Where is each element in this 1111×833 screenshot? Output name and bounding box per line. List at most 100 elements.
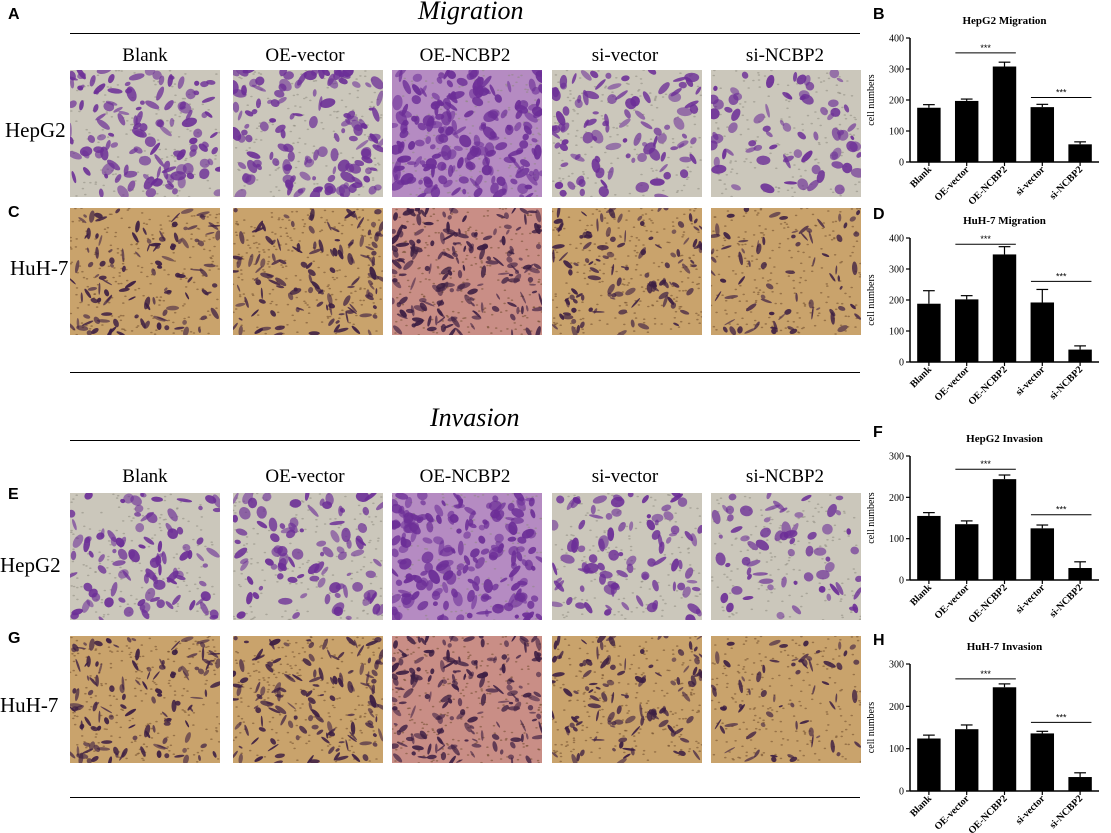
x-tick-label: OE-NCBP2 xyxy=(966,582,1009,625)
micrograph-migration-huh7-si-ncbp2 xyxy=(711,208,861,335)
x-tick-label: OE-NCBP2 xyxy=(966,793,1009,833)
micrograph-invasion-hepg2-si-vector xyxy=(552,493,702,620)
chart-hepg2-migration: HepG2 Migration 0 100 200 300 400 cell numbers… xyxy=(862,15,1111,207)
chart-huh7-migration: HuH-7 Migration 0 100 200 300 400 cell numbers… xyxy=(862,215,1111,407)
y-axis-label: cell numbers xyxy=(866,274,877,325)
section-divider xyxy=(70,372,860,373)
bar-si-ncbp2 xyxy=(1068,777,1092,791)
x-tick-label: si-NCBP2 xyxy=(1048,793,1086,831)
invasion-col-label-si-vector: si-vector xyxy=(591,466,659,487)
panel-letter-a: A xyxy=(8,6,20,23)
significance-label: *** xyxy=(980,234,991,244)
y-tick-label: 200 xyxy=(889,702,904,713)
bar-oe-vector xyxy=(954,299,979,362)
y-tick-label: 0 xyxy=(899,158,904,169)
y-tick-label: 300 xyxy=(889,660,904,671)
bar-blank xyxy=(917,738,941,791)
bar-blank xyxy=(917,303,941,362)
micrograph-migration-hepg2-oe-vector xyxy=(233,70,383,197)
y-tick-label: 200 xyxy=(889,493,904,504)
panel-letter-d: D xyxy=(873,206,885,223)
y-tick-label: 0 xyxy=(899,787,904,798)
panel-letter-g: G xyxy=(8,630,21,647)
x-tick-label: si-NCBP2 xyxy=(1048,582,1086,620)
chart-title: HepG2 Invasion xyxy=(966,433,1043,445)
significance-label: *** xyxy=(1056,88,1067,98)
y-tick-label: 100 xyxy=(889,327,904,338)
bar-oe-ncbp2 xyxy=(992,254,1017,362)
significance-label: *** xyxy=(1056,505,1067,515)
x-tick-label: Blank xyxy=(908,164,934,190)
bar-si-ncbp2 xyxy=(1068,568,1092,580)
chart-hepg2-invasion: HepG2 Invasion 0 100 200 300 cell numbers Blan… xyxy=(862,433,1111,625)
bar-oe-vector xyxy=(954,524,979,580)
micrograph-invasion-huh7-si-vector xyxy=(552,636,702,763)
bar-blank xyxy=(917,515,941,580)
micrograph-migration-huh7-oe-vector xyxy=(233,208,383,335)
x-tick-label: OE-vector xyxy=(933,793,973,833)
invasion-col-label-oe-ncbp2: OE-NCBP2 xyxy=(419,466,511,487)
y-tick-label: 100 xyxy=(889,127,904,138)
panel-letter-f: F xyxy=(873,424,883,441)
bar-si-ncbp2 xyxy=(1068,349,1092,362)
micrograph-migration-hepg2-si-ncbp2 xyxy=(711,70,861,197)
bar-oe-ncbp2 xyxy=(992,687,1017,791)
chart-huh7-invasion: HuH-7 Invasion 0 100 200 300 cell numbers Blan… xyxy=(862,641,1111,833)
micrograph-invasion-huh7-oe-ncbp2 xyxy=(392,636,542,763)
invasion-title: Invasion xyxy=(430,403,520,432)
y-tick-label: 100 xyxy=(889,534,904,545)
x-tick-label: OE-vector xyxy=(933,164,973,204)
invasion-col-label-oe-vector: OE-vector xyxy=(265,466,345,487)
migration-col-label-si-vector: si-vector xyxy=(591,45,659,66)
bottom-rule xyxy=(70,797,860,798)
row-label-migration-huh7: HuH-7 xyxy=(10,256,69,280)
x-tick-label: si-NCBP2 xyxy=(1048,164,1086,202)
micrograph-invasion-huh7-oe-vector xyxy=(233,636,383,763)
bar-blank xyxy=(917,107,941,162)
bar-oe-ncbp2 xyxy=(992,479,1017,580)
x-tick-label: Blank xyxy=(908,364,934,390)
x-tick-label: si-vector xyxy=(1014,164,1048,198)
y-tick-label: 100 xyxy=(889,744,904,755)
micrograph-invasion-hepg2-si-ncbp2 xyxy=(711,493,861,620)
bar-si-ncbp2 xyxy=(1068,144,1092,162)
micrograph-migration-huh7-si-vector xyxy=(552,208,702,335)
chart-title: HuH-7 Invasion xyxy=(967,641,1043,653)
y-tick-label: 0 xyxy=(899,358,904,369)
bar-si-vector xyxy=(1030,302,1055,362)
y-axis-label: cell numbers xyxy=(866,74,877,125)
y-tick-label: 400 xyxy=(889,234,904,245)
bar-oe-ncbp2 xyxy=(992,66,1017,162)
panel-letter-b: B xyxy=(873,6,885,23)
bar-si-vector xyxy=(1030,733,1055,791)
micrograph-invasion-huh7-si-ncbp2 xyxy=(711,636,861,763)
x-tick-label: si-NCBP2 xyxy=(1048,364,1086,402)
micrograph-migration-hepg2-oe-ncbp2 xyxy=(392,70,542,197)
bar-oe-vector xyxy=(954,100,979,162)
panel-letter-c: C xyxy=(8,204,20,221)
bar-si-vector xyxy=(1030,528,1055,580)
y-axis-label: cell numbers xyxy=(866,702,877,753)
micrograph-invasion-hepg2-oe-ncbp2 xyxy=(392,493,542,620)
micrograph-invasion-hepg2-blank xyxy=(70,493,220,620)
y-tick-label: 300 xyxy=(889,452,904,463)
panel-letter-e: E xyxy=(8,486,19,503)
significance-label: *** xyxy=(980,459,991,469)
micrograph-migration-hepg2-si-vector xyxy=(552,70,702,197)
chart-title: HuH-7 Migration xyxy=(963,215,1046,227)
x-tick-label: Blank xyxy=(908,582,934,608)
significance-label: *** xyxy=(1056,271,1067,281)
significance-label: *** xyxy=(1056,712,1067,722)
y-tick-label: 0 xyxy=(899,576,904,587)
migration-title: Migration xyxy=(418,0,524,25)
y-axis-label: cell numbers xyxy=(866,492,877,543)
row-label-migration-hepg2: HepG2 xyxy=(5,118,66,142)
x-tick-label: si-vector xyxy=(1014,582,1048,616)
x-tick-label: OE-vector xyxy=(933,582,973,622)
chart-title: HepG2 Migration xyxy=(962,15,1046,27)
x-tick-label: OE-vector xyxy=(933,364,973,404)
x-tick-label: OE-NCBP2 xyxy=(966,164,1009,207)
invasion-rule xyxy=(70,440,860,441)
migration-col-label-oe-vector: OE-vector xyxy=(265,45,345,66)
